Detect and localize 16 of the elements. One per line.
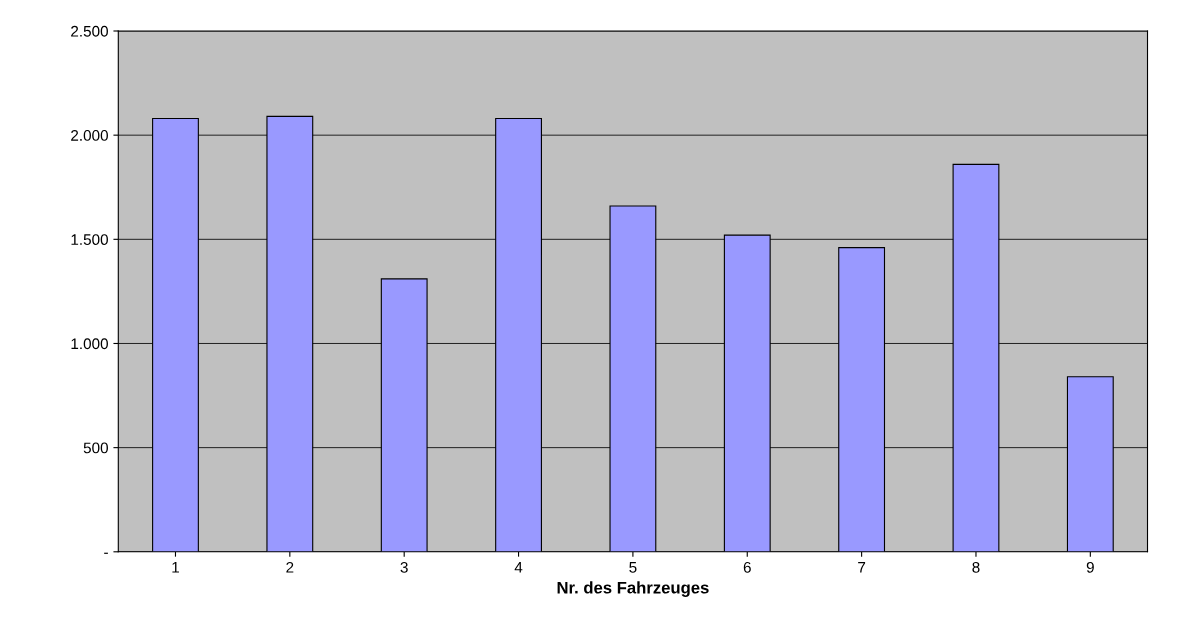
x-tick-label: 4: [514, 562, 523, 573]
x-tick-label: 8: [972, 561, 980, 573]
y-tick-label: 2.000: [71, 130, 108, 141]
y-tick-label: 500: [83, 442, 108, 454]
x-tick-label: 5: [629, 562, 637, 573]
x-tick-label: 6: [743, 561, 751, 573]
x-tick-label: 7: [858, 562, 866, 573]
y-tick-label: 1.500: [71, 234, 108, 246]
x-tick-label: 3: [400, 561, 408, 573]
y-tick-label: 1.000: [71, 338, 108, 350]
y-tick-label: 2.500: [71, 25, 108, 37]
x-tick-label: 9: [1086, 561, 1094, 573]
x-tick-label: 2: [286, 561, 294, 573]
y-tick-label: -: [104, 552, 108, 554]
x-tick-label: 1: [172, 562, 179, 573]
x-axis-title: Nr. des Fahrzeuges: [557, 581, 709, 597]
